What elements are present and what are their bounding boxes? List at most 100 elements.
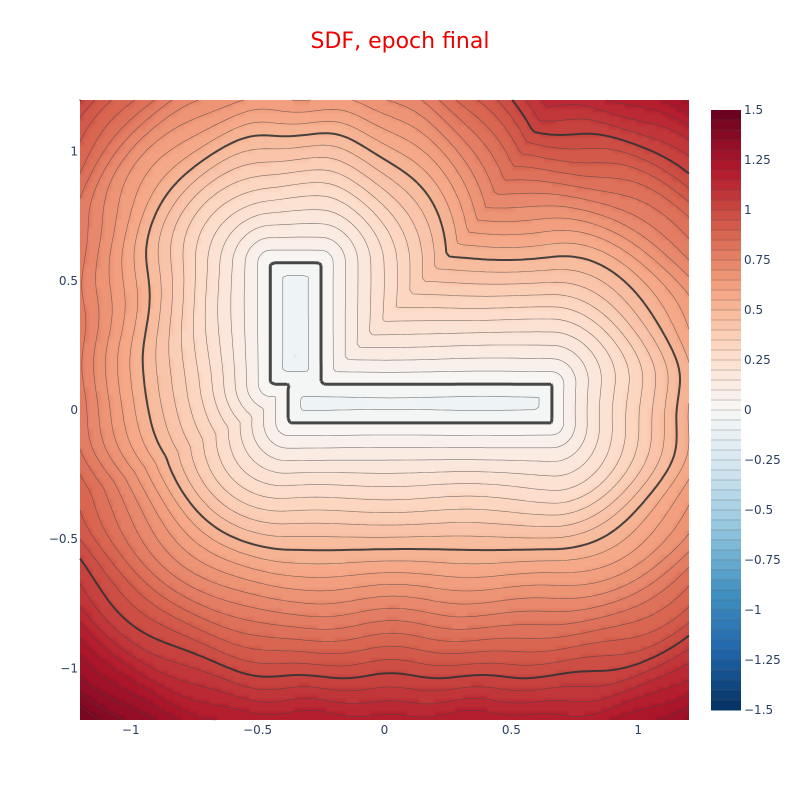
colorbar-band	[711, 250, 741, 261]
contour-level-0_15	[230, 223, 589, 462]
colorbar-band	[711, 420, 741, 431]
colorbar-band	[711, 360, 741, 371]
contour-level-0_9	[79, 99, 690, 654]
colorbar-tick-label: 1	[744, 203, 752, 217]
contour-level-1_05	[79, 99, 690, 692]
colorbar-band	[711, 560, 741, 571]
colorbar-tick-label: −0.5	[744, 503, 773, 517]
colorbar-band	[711, 390, 741, 401]
contour-level-0	[268, 261, 554, 425]
colorbar-band	[711, 450, 741, 461]
colorbar-band	[711, 180, 741, 191]
colorbar-band	[711, 530, 741, 541]
colorbar-tick-label: −0.25	[744, 453, 781, 467]
y-axis-ticks: 1 0.5 0 −0.5 −1	[49, 145, 78, 676]
contour-level-0_8	[79, 99, 690, 630]
colorbar-band	[711, 260, 741, 271]
contour-level-0_05	[257, 249, 565, 436]
colorbar-band	[711, 470, 741, 481]
colorbar-tick-label: 1.5	[744, 103, 763, 117]
contour-level-0_2	[217, 209, 602, 477]
colorbar-band	[711, 500, 741, 511]
x-tick-label: 1	[634, 723, 642, 737]
colorbar-band	[711, 700, 741, 711]
colorbar-band	[711, 640, 741, 651]
contour-level-0_65	[104, 99, 690, 592]
y-tick-label: −0.5	[49, 532, 78, 546]
contour-level-1_2	[79, 99, 690, 721]
colorbar-band	[711, 130, 741, 141]
contour-level-0_55	[129, 120, 690, 565]
colorbar-band	[711, 110, 741, 121]
contour-level-1_1	[79, 99, 690, 705]
colorbar-band	[711, 610, 741, 621]
colorbar-tick-label: −0.75	[744, 553, 781, 567]
colorbar-band	[711, 330, 741, 341]
contour-level-1_4	[79, 706, 100, 721]
contour-level-0_85	[79, 99, 690, 642]
colorbar-band	[711, 220, 741, 231]
x-tick-label: −1	[122, 723, 140, 737]
colorbar-band	[711, 200, 741, 211]
colorbar-band	[711, 660, 741, 671]
colorbar-tick-label: −1.25	[744, 653, 781, 667]
y-tick-label: 0	[70, 403, 78, 417]
colorbar-band	[711, 430, 741, 441]
x-tick-label: 0	[381, 723, 389, 737]
colorbar-band	[711, 230, 741, 241]
contour-level-0_25	[204, 195, 616, 491]
contour-level-0_5	[141, 132, 681, 552]
colorbar-band	[711, 190, 741, 201]
contour-level-0_45	[155, 144, 669, 539]
colorbar-band	[711, 550, 741, 561]
y-tick-label: 0.5	[59, 274, 78, 288]
colorbar-band	[711, 520, 741, 531]
contour-level-0_6	[117, 108, 690, 578]
colorbar-tick-label: −1.5	[744, 703, 773, 717]
colorbar-band	[711, 150, 741, 161]
colorbar-band	[711, 340, 741, 351]
colorbar-band	[711, 210, 741, 221]
contour-level-0_7	[93, 99, 690, 605]
colorbar-tick-label: 0.5	[744, 303, 763, 317]
colorbar-band	[711, 510, 741, 521]
x-tick-label: 0.5	[502, 723, 521, 737]
contour-lines	[79, 99, 690, 721]
contour-level-0_75	[81, 99, 690, 618]
contour-level-0_35	[181, 169, 644, 516]
colorbar-band	[711, 320, 741, 331]
colorbar-band	[711, 590, 741, 601]
colorbar-tick-label: 0	[744, 403, 752, 417]
colorbar-band	[711, 300, 741, 311]
colorbar-band	[711, 690, 741, 701]
colorbar-band	[711, 380, 741, 391]
plot-area	[79, 99, 690, 721]
contour-level-1	[79, 99, 690, 680]
colorbar-band	[711, 540, 741, 551]
colorbar-band	[711, 460, 741, 471]
x-axis-ticks: −1 −0.5 0 0.5 1	[122, 723, 642, 737]
colorbar-tick-label: −1	[744, 603, 762, 617]
contour-level-0_95	[79, 99, 690, 667]
colorbar-tick-label: 0.75	[744, 253, 771, 267]
colorbar: 1.5 1.25 1 0.75 0.5 0.25 0 −0.25 −0.5 −0.75 −1 −1.2…	[711, 103, 781, 717]
colorbar-band	[711, 670, 741, 681]
colorbar-band	[711, 400, 741, 411]
colorbar-band	[711, 290, 741, 301]
colorbar-band	[711, 600, 741, 611]
colorbar-band	[711, 490, 741, 501]
colorbar-band	[711, 440, 741, 451]
colorbar-band	[711, 280, 741, 291]
colorbar-tick-label: 1.25	[744, 153, 771, 167]
colorbar-band	[711, 120, 741, 131]
colorbar-band	[711, 630, 741, 641]
contour-level-0_3	[193, 182, 630, 504]
colorbar-band	[711, 270, 741, 281]
colorbar-band	[711, 240, 741, 251]
y-tick-label: 1	[70, 145, 78, 159]
colorbar-band	[711, 410, 741, 421]
chart-title: SDF, epoch final	[311, 29, 490, 54]
colorbar-band	[711, 370, 741, 381]
y-tick-label: −1	[60, 661, 78, 675]
